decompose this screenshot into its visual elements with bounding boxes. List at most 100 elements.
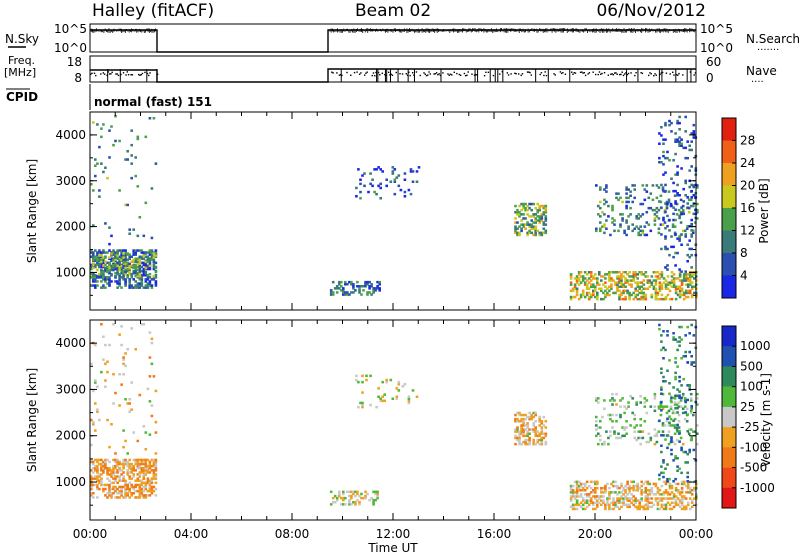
data-cell: [688, 291, 692, 295]
data-cell: [148, 479, 152, 482]
data-cell: [350, 494, 353, 498]
data-cell: [619, 225, 622, 228]
nave-sample: [385, 74, 387, 76]
data-cell: [350, 291, 353, 294]
data-cell: [136, 439, 140, 443]
data-cell: [662, 497, 666, 500]
data-cell: [338, 280, 341, 284]
data-cell: [636, 486, 639, 490]
data-cell: [622, 291, 625, 295]
data-cell: [654, 283, 658, 286]
data-cell: [150, 477, 154, 480]
data-cell: [344, 496, 347, 500]
data-cell: [350, 283, 353, 286]
data-cell: [628, 489, 631, 492]
data-cell: [142, 460, 146, 464]
data-cell: [683, 417, 687, 421]
data-cell: [589, 491, 593, 494]
data-cell: [620, 275, 623, 278]
data-cell: [132, 467, 135, 470]
data-cell: [348, 293, 351, 296]
data-cell: [592, 480, 595, 484]
data-cell: [653, 213, 657, 216]
data-cell: [622, 501, 625, 504]
data-cell: [575, 486, 579, 490]
nave-sample: [466, 74, 468, 76]
data-cell: [684, 507, 688, 511]
data-cell: [132, 272, 135, 275]
data-cell: [569, 289, 573, 293]
data-cell: [583, 484, 587, 488]
data-cell: [530, 202, 533, 206]
data-cell: [620, 501, 623, 504]
data-cell: [128, 286, 131, 289]
data-cell: [102, 487, 105, 491]
data-cell: [673, 417, 677, 421]
data-cell: [682, 505, 686, 509]
data-cell: [630, 497, 633, 500]
data-cell: [134, 469, 137, 472]
colorbar-tick-label: -1000: [740, 481, 775, 495]
data-cell: [660, 371, 663, 375]
data-cell: [672, 277, 676, 280]
data-cell: [122, 258, 125, 261]
data-cell: [672, 480, 675, 483]
data-cell: [664, 156, 667, 160]
data-cell: [609, 417, 612, 421]
data-cell: [678, 295, 682, 299]
data-cell: [674, 482, 678, 486]
data-cell: [112, 485, 115, 489]
colorbar-segment: [722, 487, 736, 509]
data-cell: [146, 251, 150, 254]
data-cell: [124, 282, 127, 285]
data-cell: [621, 397, 624, 400]
data-cell: [664, 237, 667, 240]
data-cell: [114, 256, 117, 259]
data-cell: [655, 432, 659, 435]
data-cell: [350, 496, 353, 500]
data-cell: [98, 272, 101, 276]
data-cell: [102, 261, 105, 265]
data-cell: [592, 289, 595, 293]
data-cell: [94, 258, 97, 261]
data-cell: [138, 269, 142, 273]
data-cell: [132, 249, 135, 252]
colorbar-segment: [722, 230, 736, 254]
data-cell: [623, 426, 626, 429]
data-cell: [534, 227, 537, 230]
data-cell: [668, 283, 672, 286]
data-cell: [634, 271, 637, 274]
data-cell: [660, 293, 664, 297]
data-cell: [569, 505, 573, 509]
data-cell: [377, 387, 380, 390]
data-cell: [356, 280, 359, 284]
data-cell: [684, 355, 687, 358]
data-cell: [646, 275, 650, 278]
data-cell: [662, 491, 666, 494]
data-cell: [132, 487, 135, 491]
data-cell: [102, 123, 105, 126]
data-cell: [397, 380, 401, 384]
data-cell: [679, 436, 683, 440]
data-cell: [603, 188, 606, 191]
data-cell: [140, 489, 144, 493]
nave-sample: [559, 71, 562, 73]
data-cell: [680, 507, 684, 511]
data-cell: [585, 293, 589, 297]
data-cell: [614, 281, 617, 284]
colorbar-frame: [721, 325, 737, 509]
data-cell: [656, 271, 660, 274]
data-cell: [90, 284, 93, 287]
data-cell: [688, 386, 691, 389]
data-cell: [581, 279, 585, 282]
data-cell: [680, 384, 683, 387]
data-cell: [682, 146, 685, 150]
data-cell: [144, 266, 148, 270]
data-cell: [636, 499, 639, 502]
data-cell: [368, 287, 371, 290]
data-cell: [634, 501, 637, 504]
data-cell: [631, 229, 634, 233]
data-cell: [652, 503, 656, 507]
data-cell: [124, 487, 127, 491]
data-cell: [618, 285, 621, 288]
